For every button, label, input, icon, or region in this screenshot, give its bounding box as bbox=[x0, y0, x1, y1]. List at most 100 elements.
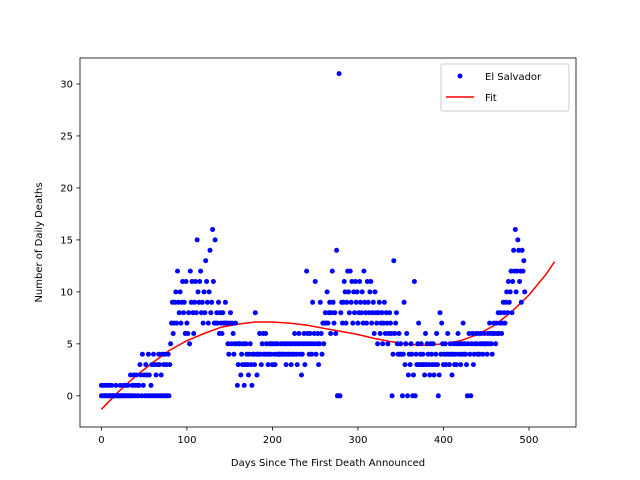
data-point bbox=[198, 268, 204, 274]
legend-label-fit: Fit bbox=[485, 93, 497, 104]
data-point bbox=[170, 331, 176, 336]
data-point bbox=[357, 279, 363, 284]
data-point bbox=[265, 362, 271, 368]
data-point bbox=[220, 310, 226, 316]
data-point bbox=[184, 320, 190, 326]
data-point bbox=[507, 289, 513, 295]
data-point bbox=[219, 331, 225, 336]
data-point bbox=[177, 289, 183, 295]
data-point bbox=[341, 279, 347, 284]
data-point bbox=[389, 393, 395, 399]
data-point bbox=[435, 362, 440, 368]
data-point bbox=[153, 372, 159, 378]
axes: 0 100 200 300 400 500 0 5 10 15 20 25 30 bbox=[60, 57, 577, 446]
data-point bbox=[157, 362, 162, 368]
data-point bbox=[174, 320, 180, 326]
data-point bbox=[391, 258, 397, 264]
data-point bbox=[521, 258, 527, 264]
data-point bbox=[520, 268, 526, 274]
data-point bbox=[392, 331, 398, 336]
data-point bbox=[405, 372, 411, 378]
data-point bbox=[499, 331, 505, 336]
data-point bbox=[304, 268, 310, 274]
data-point bbox=[254, 372, 260, 378]
data-point bbox=[381, 299, 387, 305]
data-point bbox=[366, 310, 372, 316]
data-point bbox=[370, 299, 376, 305]
data-point bbox=[201, 289, 207, 295]
data-point bbox=[194, 237, 200, 243]
data-point bbox=[148, 382, 154, 388]
data-point bbox=[318, 331, 324, 336]
data-point bbox=[470, 362, 476, 368]
data-point bbox=[358, 299, 363, 305]
x-tick-label: 200 bbox=[263, 435, 282, 446]
data-point bbox=[423, 331, 428, 336]
data-point bbox=[283, 362, 289, 368]
data-point bbox=[387, 320, 393, 326]
data-point bbox=[252, 310, 258, 316]
data-point bbox=[387, 310, 393, 316]
data-point bbox=[355, 320, 361, 326]
fit-line bbox=[100, 261, 556, 410]
data-point bbox=[468, 393, 474, 399]
data-point bbox=[231, 351, 237, 357]
y-tick-label: 15 bbox=[60, 235, 73, 246]
data-point bbox=[347, 268, 353, 274]
data-point bbox=[246, 372, 251, 378]
data-point bbox=[376, 299, 382, 305]
data-point bbox=[348, 299, 354, 305]
data-point bbox=[208, 310, 214, 316]
data-point bbox=[511, 247, 517, 253]
data-point bbox=[209, 299, 215, 305]
data-point bbox=[333, 331, 339, 336]
data-point bbox=[453, 362, 459, 368]
data-point bbox=[166, 393, 172, 399]
y-tick-label: 5 bbox=[67, 339, 73, 350]
data-point bbox=[146, 372, 152, 378]
data-point bbox=[399, 393, 405, 399]
data-point bbox=[393, 310, 399, 316]
data-point bbox=[233, 320, 239, 326]
data-point bbox=[263, 331, 269, 336]
data-point bbox=[204, 279, 210, 284]
data-point bbox=[458, 362, 464, 368]
data-point bbox=[465, 341, 471, 347]
data-point bbox=[325, 320, 331, 326]
data-point bbox=[140, 382, 146, 388]
data-point bbox=[460, 320, 466, 326]
data-point bbox=[312, 279, 318, 284]
data-point bbox=[467, 351, 473, 357]
data-point bbox=[436, 372, 442, 378]
legend-label-el-salvador: El Salvador bbox=[485, 72, 542, 83]
data-point bbox=[168, 341, 174, 347]
data-point bbox=[315, 331, 321, 336]
data-point bbox=[369, 320, 375, 326]
data-point bbox=[313, 351, 319, 357]
data-point bbox=[510, 279, 516, 284]
data-point bbox=[487, 320, 493, 326]
data-point bbox=[137, 362, 143, 368]
data-point bbox=[380, 341, 386, 347]
data-point bbox=[257, 351, 263, 357]
data-point bbox=[343, 320, 349, 326]
y-axis-label: Number of Daily Deaths bbox=[34, 182, 45, 302]
data-point bbox=[505, 279, 511, 284]
data-point bbox=[416, 320, 422, 326]
data-point bbox=[413, 351, 419, 357]
data-point bbox=[324, 289, 330, 295]
data-point bbox=[302, 362, 308, 368]
data-point bbox=[238, 372, 244, 378]
data-point bbox=[143, 362, 149, 368]
y-tick-label: 20 bbox=[60, 183, 73, 194]
data-point bbox=[446, 362, 452, 368]
data-point bbox=[248, 362, 254, 368]
data-point bbox=[401, 299, 407, 305]
data-point bbox=[197, 279, 203, 284]
data-point bbox=[292, 331, 298, 336]
data-point bbox=[329, 268, 335, 274]
data-point bbox=[316, 362, 322, 368]
data-point bbox=[322, 310, 328, 316]
data-point bbox=[374, 320, 380, 326]
legend-marker-el-salvador bbox=[457, 73, 463, 79]
